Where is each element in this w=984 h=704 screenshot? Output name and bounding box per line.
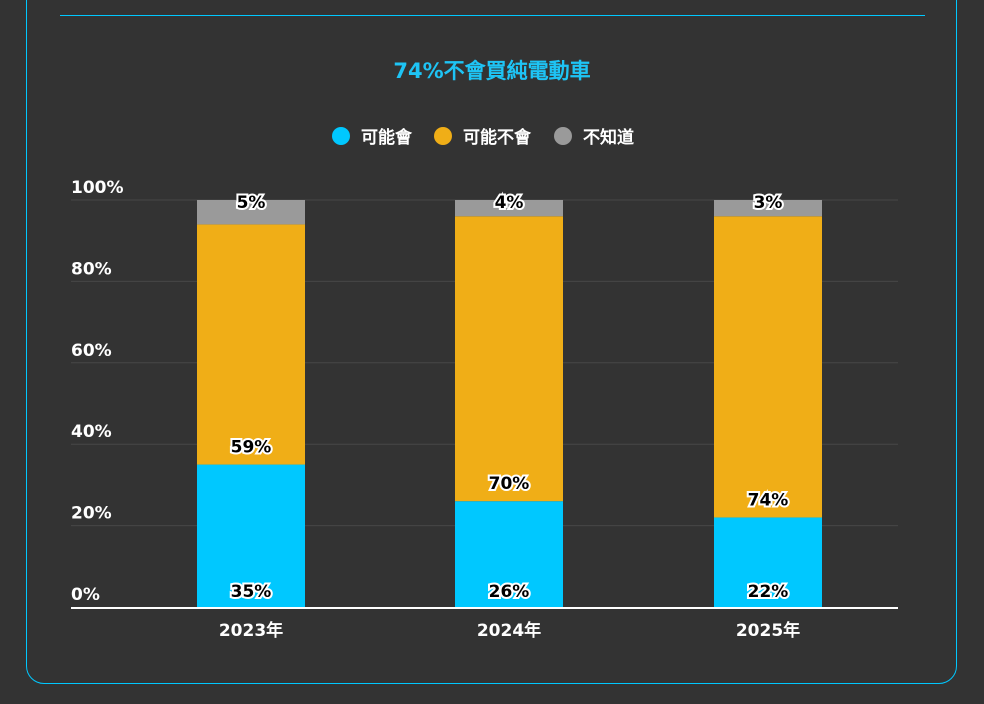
data-label: 4% — [495, 193, 524, 213]
bar-segment — [714, 517, 822, 607]
bar-segment — [714, 216, 822, 518]
data-label: 74% — [748, 490, 789, 510]
chart-title: 74%不會買純電動車 — [393, 59, 591, 83]
bar-segment — [455, 200, 563, 217]
x-tick-label: 2025年 — [736, 620, 800, 641]
data-label: 70% — [489, 474, 530, 494]
legend-marker — [332, 127, 350, 145]
bar-segment — [455, 216, 563, 502]
chart-card — [26, 0, 957, 684]
data-label: 59% — [231, 438, 272, 458]
y-tick-label: 20% — [71, 504, 112, 524]
y-tick-label: 80% — [71, 259, 112, 279]
y-tick-label: 0% — [71, 585, 100, 605]
data-label: 35% — [231, 582, 272, 602]
bar-segment — [197, 224, 305, 465]
x-tick-label: 2023年 — [219, 620, 283, 641]
y-tick-label: 40% — [71, 422, 112, 442]
legend-marker — [434, 127, 452, 145]
bar-segment — [714, 200, 822, 217]
y-tick-label: 100% — [71, 178, 124, 198]
bar-segment — [455, 501, 563, 607]
data-label: 5% — [237, 193, 266, 213]
data-label: 26% — [489, 582, 530, 602]
data-label: 3% — [754, 193, 783, 213]
divider — [60, 15, 925, 16]
y-tick-label: 60% — [71, 341, 112, 361]
legend-marker — [554, 127, 572, 145]
bar-segment — [197, 200, 305, 225]
legend-label: 可能不會 — [463, 127, 532, 148]
x-tick-label: 2024年 — [477, 620, 541, 641]
bar-segment — [197, 464, 305, 607]
legend-label: 可能會 — [361, 127, 413, 148]
data-label: 22% — [748, 582, 789, 602]
legend-label: 不知道 — [583, 127, 634, 148]
